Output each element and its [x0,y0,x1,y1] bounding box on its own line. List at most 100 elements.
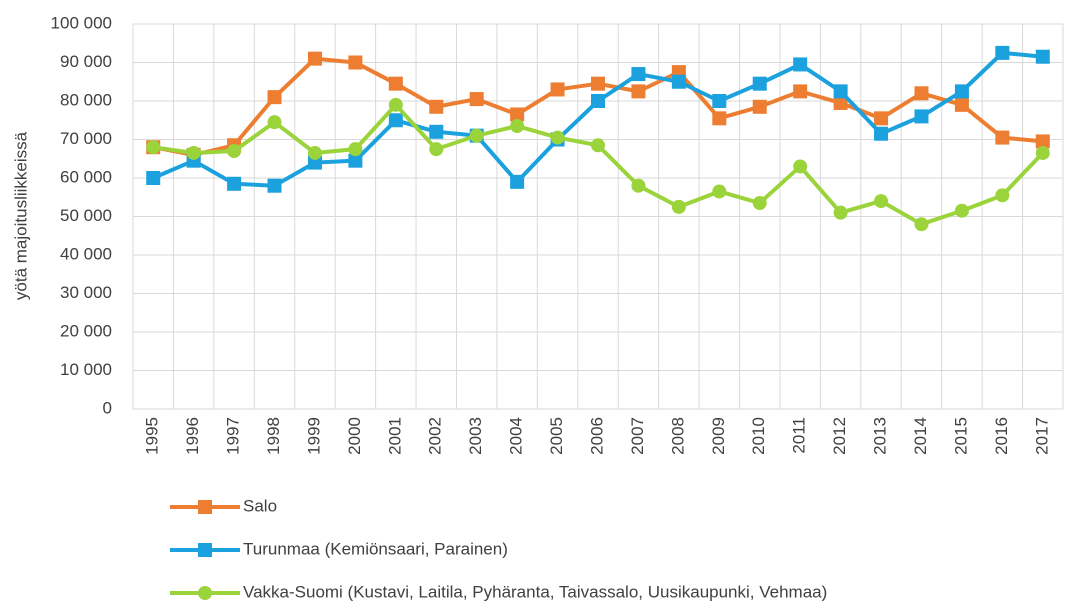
data-point [752,76,767,91]
data-point [307,51,322,66]
data-point [954,97,969,112]
data-point [429,124,444,139]
data-point [348,153,363,168]
data-point [469,128,484,143]
x-tick-label: 1995 [143,417,162,455]
data-point [1035,134,1050,149]
data-point [146,171,161,185]
x-tick-label: 2017 [1032,417,1051,455]
y-tick-label: 40 000 [60,244,112,263]
data-point [671,199,686,214]
x-tick-label: 2000 [345,417,364,455]
x-tick-label: 2012 [830,417,849,455]
x-tick-label: 1999 [304,417,323,455]
data-point [631,67,646,82]
data-point [914,109,929,124]
x-tick-label: 2015 [951,417,970,455]
data-point [591,138,605,153]
data-point [793,57,808,72]
legend-label: Turunmaa (Kemiönsaari, Parainen) [243,539,508,558]
data-point [631,84,646,99]
data-point [227,176,242,191]
data-point [833,95,848,110]
x-tick-label: 2001 [385,417,404,455]
y-tick-label: 0 [103,398,112,417]
data-point [833,205,848,220]
data-point [227,144,242,159]
x-tick-label: 2005 [547,417,566,455]
data-point [712,111,727,126]
data-point [348,142,363,157]
y-tick-label: 80 000 [60,90,112,109]
data-point [752,99,767,114]
x-tick-label: 1996 [183,417,202,455]
x-tick-label: 1997 [224,417,243,455]
x-tick-label: 2007 [628,417,647,455]
data-point [914,217,929,232]
data-point [995,45,1010,60]
data-point [591,76,605,91]
data-point [348,55,363,70]
data-point [267,90,282,105]
y-tick-label: 50 000 [60,206,112,225]
data-point [954,84,969,99]
data-point [510,174,525,189]
x-tick-label: 2014 [911,417,930,455]
data-point [186,145,201,160]
data-point [591,94,605,108]
legend-marker [198,500,212,514]
data-point [793,159,808,174]
x-tick-label: 2011 [790,417,809,454]
x-tick-label: 2013 [871,417,890,455]
data-point [874,126,889,141]
data-point [1035,49,1050,64]
data-point [429,99,444,114]
y-tick-label: 90 000 [60,52,112,71]
data-point [267,115,282,130]
data-point [307,145,322,160]
legend-marker [198,586,212,600]
data-point [671,74,686,89]
data-point [307,155,322,170]
legend-label: Vakka-Suomi (Kustavi, Laitila, Pyhäranta… [243,582,827,601]
legend-marker [198,543,212,557]
data-point [267,178,282,193]
data-point [995,188,1010,203]
data-point [388,97,403,112]
y-tick-label: 100 000 [51,13,112,32]
y-tick-label: 30 000 [60,283,112,302]
x-tick-label: 2003 [466,417,485,455]
data-point [954,203,969,218]
data-point [631,178,646,193]
x-tick-label: 1998 [264,417,283,455]
data-point [550,130,565,145]
x-tick-label: 2010 [749,417,768,455]
legend-label: Salo [243,496,277,515]
data-point [793,84,808,99]
data-point [712,184,727,199]
data-point [995,130,1010,145]
series-line [152,50,1043,188]
data-point [752,196,767,211]
y-tick-label: 10 000 [60,360,112,379]
y-tick-label: 20 000 [60,321,112,340]
x-tick-label: 2004 [507,417,526,455]
x-tick-label: 2009 [709,417,728,455]
data-point [833,84,848,99]
data-point [874,194,889,209]
data-point [550,82,565,97]
y-tick-label: 70 000 [60,129,112,148]
data-point [388,113,403,128]
x-tick-label: 2006 [587,417,606,455]
data-point [1035,145,1050,160]
y-tick-label: 60 000 [60,167,112,186]
x-tick-label: 2016 [992,417,1011,455]
data-point [914,86,929,101]
data-point [510,107,525,122]
x-tick-label: 2008 [668,417,687,455]
y-axis-label: yötä majoitusliikkeissä [11,131,30,300]
data-point [146,140,161,155]
data-point [429,142,444,157]
data-point [469,92,484,107]
